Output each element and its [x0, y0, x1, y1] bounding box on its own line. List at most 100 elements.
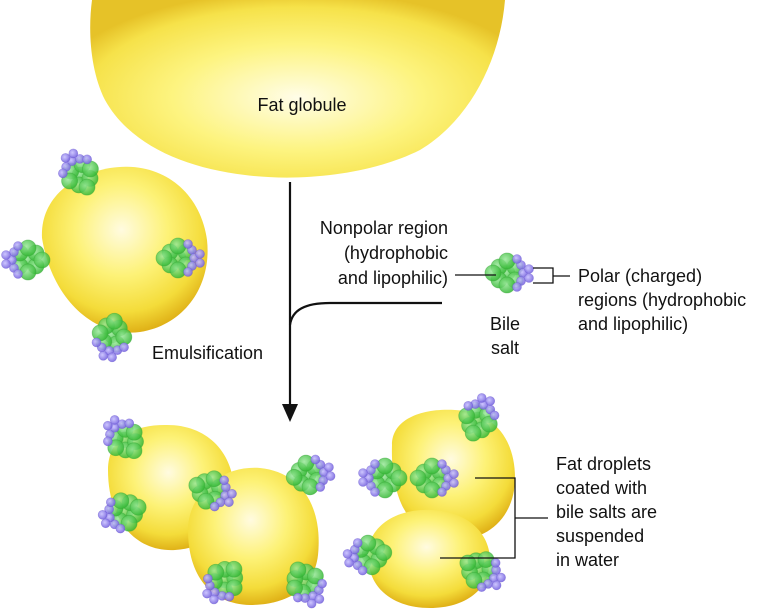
- polar-region: [209, 501, 220, 512]
- polar-region: [115, 523, 126, 534]
- polar-region: [102, 420, 113, 431]
- nonpolar-label-line-1: Nonpolar region: [320, 218, 448, 238]
- nonpolar-label-line-3: and lipophilic): [338, 268, 448, 288]
- nonpolar-region: [484, 264, 502, 282]
- nonpolar-region: [376, 457, 394, 475]
- bile-salt-cluster: [358, 457, 408, 499]
- polar-region: [60, 153, 71, 163]
- emulsification-label: Emulsification: [152, 343, 263, 363]
- emulsification-arrowhead: [282, 404, 298, 422]
- polar-label-line-1: Polar (charged): [578, 266, 702, 286]
- bile-salt-cluster: [188, 470, 237, 512]
- polar-region: [352, 538, 363, 548]
- fat-globule-label: Fat globule: [257, 95, 346, 115]
- fat-droplet: [41, 166, 208, 333]
- polar-region: [209, 594, 219, 605]
- nonpolar-region: [129, 498, 147, 516]
- bile-salt-label-line-2: salt: [491, 338, 519, 358]
- polar-region: [358, 477, 368, 487]
- bile-salt-clusters: [1, 148, 534, 609]
- polar-region: [437, 459, 447, 469]
- droplets-bracket: [440, 477, 548, 559]
- nonpolar-region: [155, 249, 173, 267]
- droplets-label-line-2: coated with: [556, 478, 647, 498]
- bile-salt-cluster: [102, 415, 144, 460]
- nonpolar-region: [169, 237, 187, 255]
- bile-salt-cluster: [58, 148, 99, 196]
- nonpolar-region: [459, 554, 477, 572]
- polar-region: [293, 592, 303, 603]
- polar-region: [490, 558, 501, 568]
- nonpolar-region: [125, 423, 143, 441]
- polar-region: [496, 572, 506, 583]
- nonpolar-label-line-2: (hydrophobic: [344, 243, 448, 263]
- droplets-label-line-1: Fat droplets: [556, 454, 651, 474]
- polar-region: [97, 510, 108, 520]
- nonpolar-region: [375, 544, 393, 561]
- polar-region: [227, 488, 237, 499]
- nonpolar-region: [390, 469, 408, 487]
- nonpolar-region: [125, 442, 143, 460]
- polar-region: [1, 250, 11, 260]
- polar-region: [491, 580, 502, 591]
- polar-region: [183, 239, 193, 249]
- polar-region: [91, 337, 102, 348]
- nonpolar-region: [423, 481, 441, 499]
- bile-salt-cluster: [458, 393, 500, 442]
- polar-region: [370, 459, 380, 469]
- polar-region: [357, 565, 368, 576]
- droplets-label-line-4: suspended: [556, 526, 644, 546]
- polar-region: [124, 418, 135, 429]
- polar-region: [13, 241, 23, 251]
- polar-region: [512, 282, 522, 292]
- polar-region: [203, 573, 213, 584]
- nonpolar-region: [289, 561, 307, 579]
- polar-region: [100, 518, 111, 529]
- nonpolar-region: [464, 424, 482, 442]
- polar-region: [315, 482, 326, 492]
- fat-droplet: [368, 509, 490, 608]
- nonpolar-region: [225, 560, 243, 578]
- polar-region: [195, 249, 205, 259]
- bile-salt-cluster: [484, 252, 534, 294]
- polar-label-line-3: and lipophilic): [578, 314, 688, 334]
- polar-region: [106, 497, 116, 508]
- polar-region: [476, 582, 487, 592]
- polar-region: [449, 478, 459, 488]
- polar-region: [13, 269, 23, 279]
- polar-region: [358, 468, 368, 478]
- nonpolar-region: [423, 457, 441, 475]
- polar-region: [314, 594, 325, 604]
- polar-region: [324, 462, 334, 473]
- nonpolar-region: [498, 252, 516, 270]
- polar-region: [310, 454, 321, 465]
- polar-region: [109, 415, 120, 425]
- nonpolar-region: [33, 251, 51, 269]
- polar-region: [370, 487, 380, 497]
- bile-salt-cluster: [1, 239, 51, 281]
- bile-salt-cluster: [286, 561, 327, 609]
- bile-salt-cluster: [342, 534, 393, 576]
- polar-region: [489, 410, 500, 421]
- bile-salt-cluster: [285, 454, 336, 496]
- polar-region: [183, 267, 193, 277]
- polar-region: [224, 591, 235, 602]
- bile-salt-cluster: [155, 237, 205, 279]
- polar-region: [342, 549, 353, 559]
- droplets-label-line-3: bile salts are: [556, 502, 657, 522]
- polar-region: [224, 497, 234, 508]
- polar-region: [68, 148, 79, 159]
- polar-region: [449, 469, 459, 479]
- nonpolar-region: [480, 415, 498, 433]
- droplets-label-line-5: in water: [556, 550, 619, 570]
- nonpolar-region: [120, 514, 138, 532]
- polar-region: [524, 264, 534, 274]
- polar-region: [306, 598, 317, 609]
- bile-salt-cluster: [97, 492, 147, 534]
- polar-region: [317, 578, 327, 589]
- polar-region: [98, 350, 109, 361]
- bile-salt-input-line: [288, 301, 442, 326]
- polar-region: [512, 254, 522, 264]
- nonpolar-region: [169, 261, 187, 279]
- bile-salt-cluster: [459, 551, 506, 592]
